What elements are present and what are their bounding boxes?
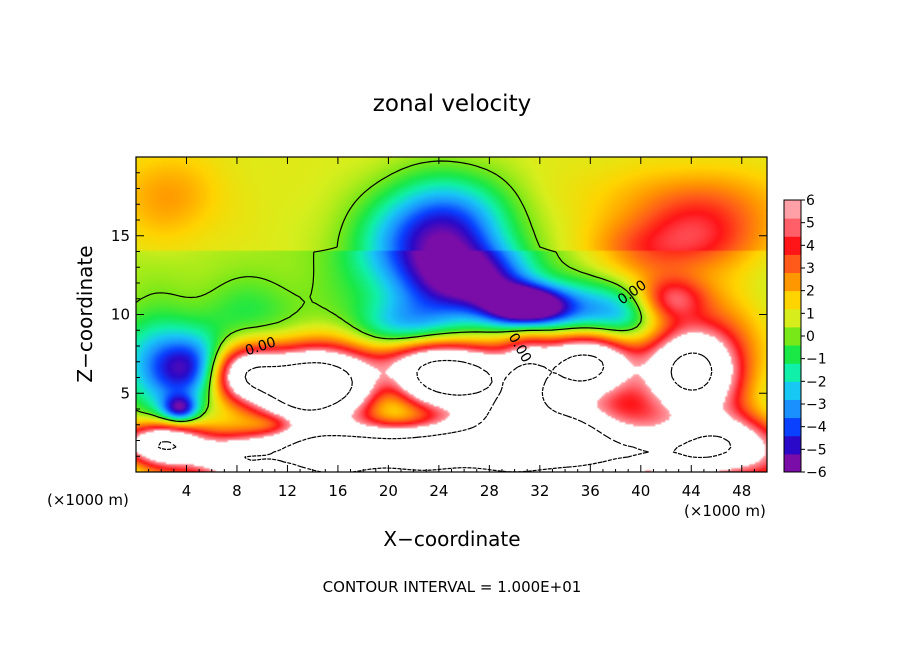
x-tick-label: 8	[232, 482, 242, 500]
colorbar-tick-label: 4	[806, 238, 815, 254]
colorbar-swatch	[784, 308, 801, 328]
colorbar-swatch	[784, 272, 801, 292]
colorbar-tick-label: 0	[806, 329, 815, 345]
colorbar-tick-label: −2	[806, 374, 827, 390]
y-tick-label: 5	[120, 384, 130, 402]
colorbar-tick-label: −6	[806, 465, 827, 481]
colorbar-tick-label: −4	[806, 420, 827, 436]
x-axis-label: X−coordinate	[383, 527, 520, 551]
colorbar-swatch	[784, 399, 801, 419]
colorbar-tick-label: −1	[806, 352, 827, 368]
x-tick-label: 36	[581, 482, 600, 500]
colorbar-tick-label: 6	[806, 193, 815, 209]
contour-level-0	[136, 160, 643, 423]
x-tick-label: 24	[429, 482, 448, 500]
colorbar-swatch	[784, 236, 801, 255]
x-tick-label: 48	[732, 482, 751, 500]
velocity-heatmap	[136, 157, 767, 472]
contour-interval-note: CONTOUR INTERVAL = 1.000E+01	[323, 578, 582, 596]
colorbar-swatch	[784, 363, 801, 382]
colorbar-swatch	[784, 200, 801, 219]
colorbar-swatch	[784, 453, 801, 473]
y-axis-ticks: 5 10 15	[111, 172, 767, 457]
y-axis-label: Z−coordinate	[73, 245, 97, 382]
colorbar-tick-labels: 6 5 4 3 2 1 0 −1 −2 −3 −4 −5 −6	[806, 193, 827, 481]
y-tick-label: 10	[111, 306, 130, 324]
plot-area: 0.00 0.000.00	[135, 156, 768, 473]
y-tick-label: 15	[111, 227, 130, 245]
colorbar-tick-label: −5	[806, 442, 827, 458]
x-unit-right: (×1000 m)	[684, 502, 766, 520]
x-axis-ticks: 4 8 12 16 20 24 28 32 36 40 44 48	[148, 157, 755, 500]
colorbar-swatch	[784, 417, 801, 437]
colorbar-swatch	[784, 435, 801, 455]
x-tick-label: 32	[530, 482, 549, 500]
x-tick-label: 16	[328, 482, 347, 500]
x-tick-label: 40	[631, 482, 650, 500]
colorbar	[783, 199, 805, 473]
x-tick-label: 12	[278, 482, 297, 500]
colorbar-tick-label: 5	[806, 216, 815, 232]
contour-level-10	[157, 352, 732, 472]
x-tick-label: 20	[379, 482, 398, 500]
colorbar-tick-label: 2	[806, 284, 815, 300]
chart-title: zonal velocity	[373, 91, 531, 117]
x-unit-left: (×1000 m)	[47, 491, 129, 509]
contour-lines	[136, 160, 732, 472]
colorbar-tick-label: 1	[806, 306, 815, 322]
colorbar-swatch	[784, 218, 801, 237]
colorbar-swatch	[784, 345, 801, 364]
x-tick-label: 28	[480, 482, 499, 500]
colorbar-swatch	[784, 381, 801, 400]
colorbar-swatch	[784, 254, 801, 274]
x-tick-label: 4	[182, 482, 192, 500]
colorbar-tick-label: 3	[806, 261, 815, 277]
colorbar-swatch	[784, 326, 801, 346]
colorbar-tick-label: −3	[806, 397, 827, 413]
colorbar-swatch	[784, 290, 801, 310]
x-tick-label: 44	[682, 482, 701, 500]
